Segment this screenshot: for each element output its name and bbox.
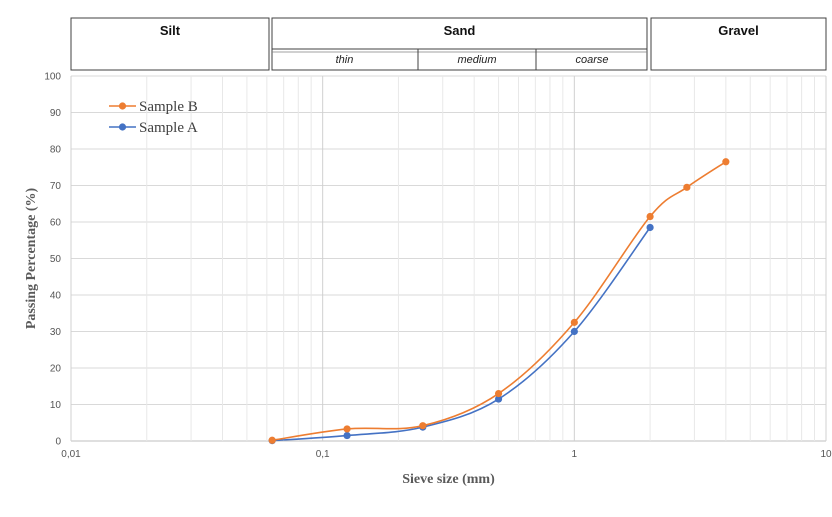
data-point-sample-b (646, 212, 654, 221)
y-tick-label: 0 (55, 437, 61, 448)
x-tick-label: 0,01 (61, 449, 81, 460)
band-label-silt: Silt (160, 23, 181, 38)
legend: Sample B Sample A (109, 99, 198, 136)
y-tick-label: 20 (50, 364, 62, 375)
legend-label-sample-a: Sample A (139, 120, 198, 136)
x-tick-label: 10 (820, 449, 832, 460)
y-tick-label: 30 (50, 327, 62, 338)
band-label-gravel: Gravel (718, 23, 758, 38)
sub-band-label-coarse: coarse (575, 54, 608, 66)
sub-band-label-medium: medium (457, 54, 496, 66)
band-box-silt (70, 17, 270, 71)
grid (70, 75, 827, 442)
data-point-sample-b (343, 425, 351, 433)
legend-label-sample-b: Sample B (139, 99, 198, 115)
y-tick-label: 50 (50, 254, 62, 265)
data-point-sample-a (494, 395, 503, 403)
y-tick-label: 100 (44, 72, 61, 83)
y-tick-label: 80 (50, 145, 62, 156)
band-label-sand: Sand (444, 23, 476, 38)
y-tick-label: 60 (50, 218, 62, 229)
legend-marker-sample-b (118, 102, 127, 110)
y-tick-label: 90 (50, 108, 62, 119)
series-line-sample-a (272, 227, 651, 442)
legend-marker-sample-a (118, 123, 127, 131)
x-tick-label: 0,1 (316, 449, 330, 460)
data-point-sample-a (570, 327, 578, 336)
y-axis-title: Passing Percentage (%) (24, 188, 39, 330)
series (268, 158, 730, 445)
y-tick-label: 40 (50, 291, 62, 302)
band-box-gravel (650, 17, 827, 71)
data-point-sample-a (343, 431, 351, 440)
y-tick-label: 70 (50, 181, 62, 192)
header-bands: Silt Sand thin medium coarse Gravel (70, 17, 827, 71)
x-axis-title: Sieve size (mm) (402, 472, 495, 487)
data-point-sample-b (268, 436, 276, 444)
data-point-sample-a (646, 223, 654, 232)
axes: Sieve size (mm) Passing Percentage (%) 0… (24, 72, 832, 488)
band-box-sand (271, 17, 648, 71)
x-tick-label: 1 (572, 449, 578, 460)
y-tick-label: 10 (50, 400, 62, 411)
sub-band-label-thin: thin (336, 54, 354, 66)
data-point-sample-b (683, 183, 691, 191)
data-point-sample-b (570, 318, 578, 326)
data-point-sample-b (419, 422, 427, 430)
series-line-sample-b (272, 161, 727, 442)
data-point-sample-b (494, 389, 503, 398)
data-point-sample-b (722, 158, 730, 166)
